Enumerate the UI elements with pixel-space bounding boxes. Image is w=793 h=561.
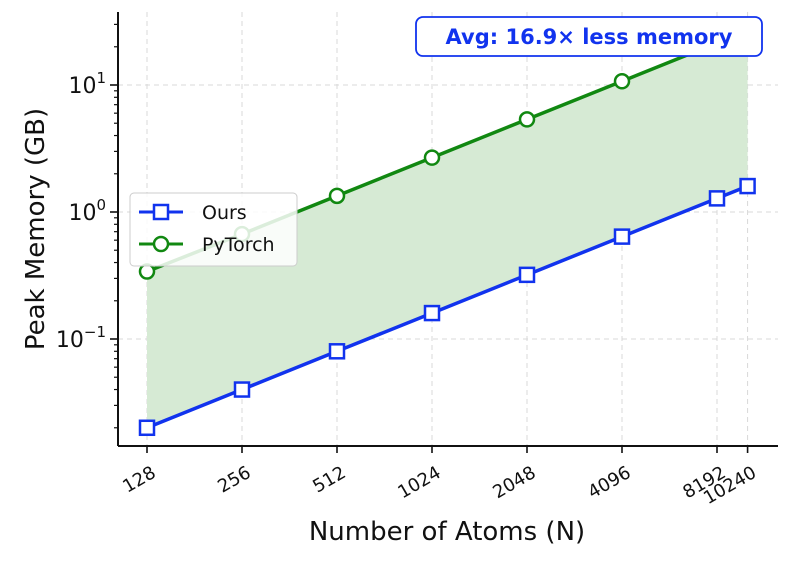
x-tick-label: 128: [119, 462, 159, 497]
x-axis-label: Number of Atoms (N): [309, 517, 585, 547]
x-tick-label: 4096: [584, 462, 634, 503]
data-point-pytorch: [613, 73, 631, 90]
data-point-ours: [328, 343, 346, 360]
legend: Ours PyTorch: [129, 192, 298, 267]
legend-circle-marker: [152, 235, 170, 253]
data-point-ours: [708, 190, 726, 207]
legend-entry-pytorch: PyTorch: [139, 234, 275, 256]
annotation-badge: Avg: 16.9× less memory: [415, 16, 763, 57]
series-line-ours: [146, 184, 749, 430]
data-point-pytorch: [328, 187, 346, 205]
data-point-pytorch: [138, 263, 156, 280]
annotation-text: Avg: 16.9× less memory: [446, 25, 733, 49]
y-tick-labels: 10−1 100 101: [56, 69, 106, 353]
legend-label-ours: Ours: [202, 202, 247, 224]
axes: [110, 12, 778, 453]
data-point-ours: [739, 177, 756, 195]
fill-between: [147, 30, 748, 428]
legend-entry-ours: Ours: [139, 202, 247, 224]
data-point-ours: [423, 304, 441, 322]
x-tick-label: 2048: [489, 462, 539, 503]
data-point-pytorch: [518, 111, 536, 128]
x-tick-label: 1024: [394, 462, 444, 503]
fill-area: [147, 30, 748, 428]
data-point-ours: [613, 228, 631, 245]
legend-square-marker: [152, 203, 170, 221]
data-point-ours: [518, 266, 536, 284]
x-tick-label: 256: [214, 462, 254, 497]
y-tick-label: 101: [68, 69, 106, 99]
data-point-pytorch: [423, 149, 441, 166]
x-tick-label: 512: [309, 462, 349, 497]
y-tick-label: 10−1: [56, 323, 106, 353]
data-point-ours: [138, 419, 156, 437]
y-axis-label: Peak Memory (GB): [21, 108, 51, 350]
data-point-ours: [233, 381, 251, 398]
y-tick-label: 100: [68, 196, 106, 226]
legend-label-pytorch: PyTorch: [202, 234, 275, 256]
